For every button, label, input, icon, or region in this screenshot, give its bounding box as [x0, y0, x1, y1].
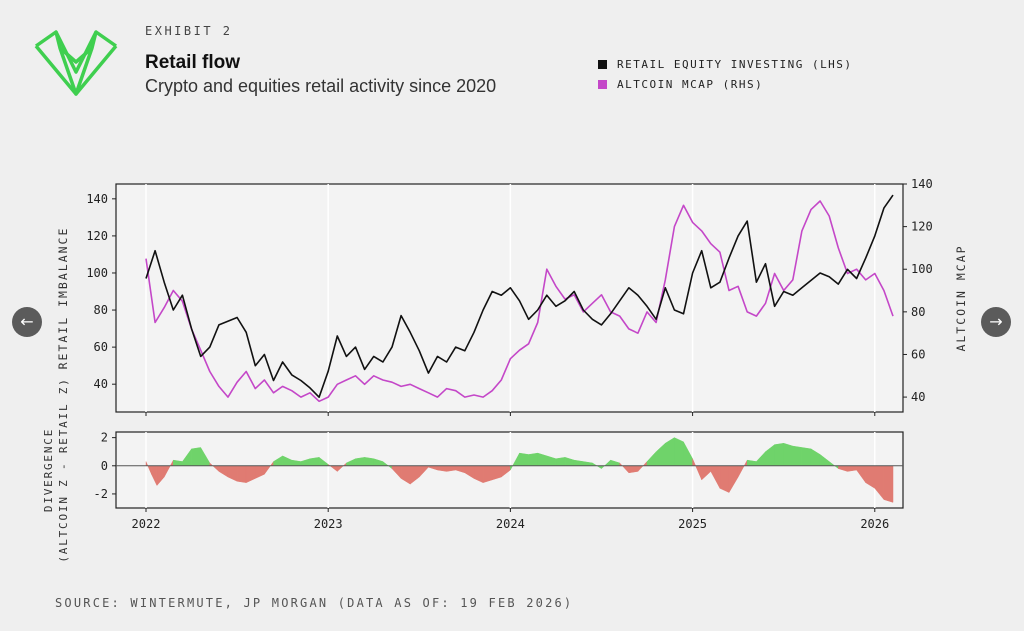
divergence-negative-area — [883, 465, 894, 503]
divergence-positive-area — [555, 457, 566, 467]
legend-swatch-altcoin — [598, 79, 607, 89]
bottom-y-tick-label: 0 — [101, 459, 108, 473]
chart-subtitle: Crypto and equities retail activity sinc… — [145, 76, 497, 96]
wintermute-logo-icon — [34, 30, 118, 96]
bottom-y-tick-label: 2 — [101, 431, 108, 445]
divergence-axis-title-line1: DIVERGENCE — [42, 428, 55, 512]
divergence-positive-area — [528, 452, 538, 467]
divergence-positive-area — [674, 437, 684, 467]
next-slide-button[interactable]: → — [981, 307, 1011, 337]
divergence-negative-area — [236, 465, 247, 483]
legend-label-retail: RETAIL EQUITY INVESTING (LHS) — [617, 57, 853, 71]
left-y-tick-label: 40 — [94, 377, 108, 391]
chart-title: Retail flow — [145, 52, 241, 73]
right-y-tick-label: 40 — [911, 390, 925, 404]
bottom-y-tick-label: -2 — [94, 487, 108, 501]
x-tick-label: 2023 — [314, 517, 343, 531]
legend-item-altcoin: ALTCOIN MCAP (RHS) — [598, 74, 853, 94]
left-y-axis-title: RETAIL IMBALANCE — [56, 227, 70, 370]
x-tick-label: 2022 — [132, 517, 161, 531]
left-y-tick-label: 100 — [86, 266, 108, 280]
divergence-positive-area — [355, 457, 365, 467]
divergence-negative-area — [482, 465, 493, 484]
right-y-axis-title: ALTCOIN MCAP — [954, 244, 968, 351]
left-y-tick-label: 80 — [94, 303, 108, 317]
left-y-tick-label: 120 — [86, 229, 108, 243]
legend-swatch-retail — [598, 59, 607, 69]
divergence-positive-area — [792, 445, 803, 467]
divergence-positive-area — [774, 442, 784, 467]
prev-slide-button[interactable]: ← — [12, 307, 42, 337]
x-tick-label: 2026 — [860, 517, 889, 531]
divergence-positive-area — [364, 457, 374, 467]
exhibit-label: EXHIBIT 2 — [145, 24, 233, 38]
right-y-tick-label: 120 — [911, 220, 933, 234]
right-y-tick-label: 60 — [911, 347, 925, 361]
legend-label-altcoin: ALTCOIN MCAP (RHS) — [617, 77, 764, 91]
altcoin-mcap-line — [145, 200, 894, 403]
divergence-negative-area — [719, 465, 730, 493]
chart-legend: RETAIL EQUITY INVESTING (LHS) ALTCOIN MC… — [598, 54, 853, 94]
source-note: SOURCE: WINTERMUTE, JP MORGAN (DATA AS O… — [55, 596, 574, 610]
divergence-positive-area — [801, 447, 812, 467]
divergence-positive-area — [783, 442, 794, 467]
left-y-tick-label: 60 — [94, 340, 108, 354]
legend-item-retail: RETAIL EQUITY INVESTING (LHS) — [598, 54, 853, 74]
retail-equity-line — [145, 194, 894, 398]
divergence-positive-area — [519, 452, 529, 467]
right-y-tick-label: 140 — [911, 177, 933, 191]
divergence-negative-area — [628, 465, 639, 474]
arrow-right-icon: → — [989, 312, 1003, 331]
arrow-left-icon: ← — [20, 312, 34, 331]
x-tick-label: 2025 — [678, 517, 707, 531]
right-y-tick-label: 80 — [911, 305, 925, 319]
x-tick-label: 2024 — [496, 517, 525, 531]
divergence-positive-area — [309, 457, 320, 467]
top-plot-area — [115, 183, 904, 413]
divergence-axis-title-line2: (ALTCOIN Z - RETAIL Z) — [57, 377, 70, 562]
divergence-positive-area — [191, 447, 201, 467]
left-y-tick-label: 140 — [86, 192, 108, 206]
right-y-tick-label: 100 — [911, 262, 933, 276]
